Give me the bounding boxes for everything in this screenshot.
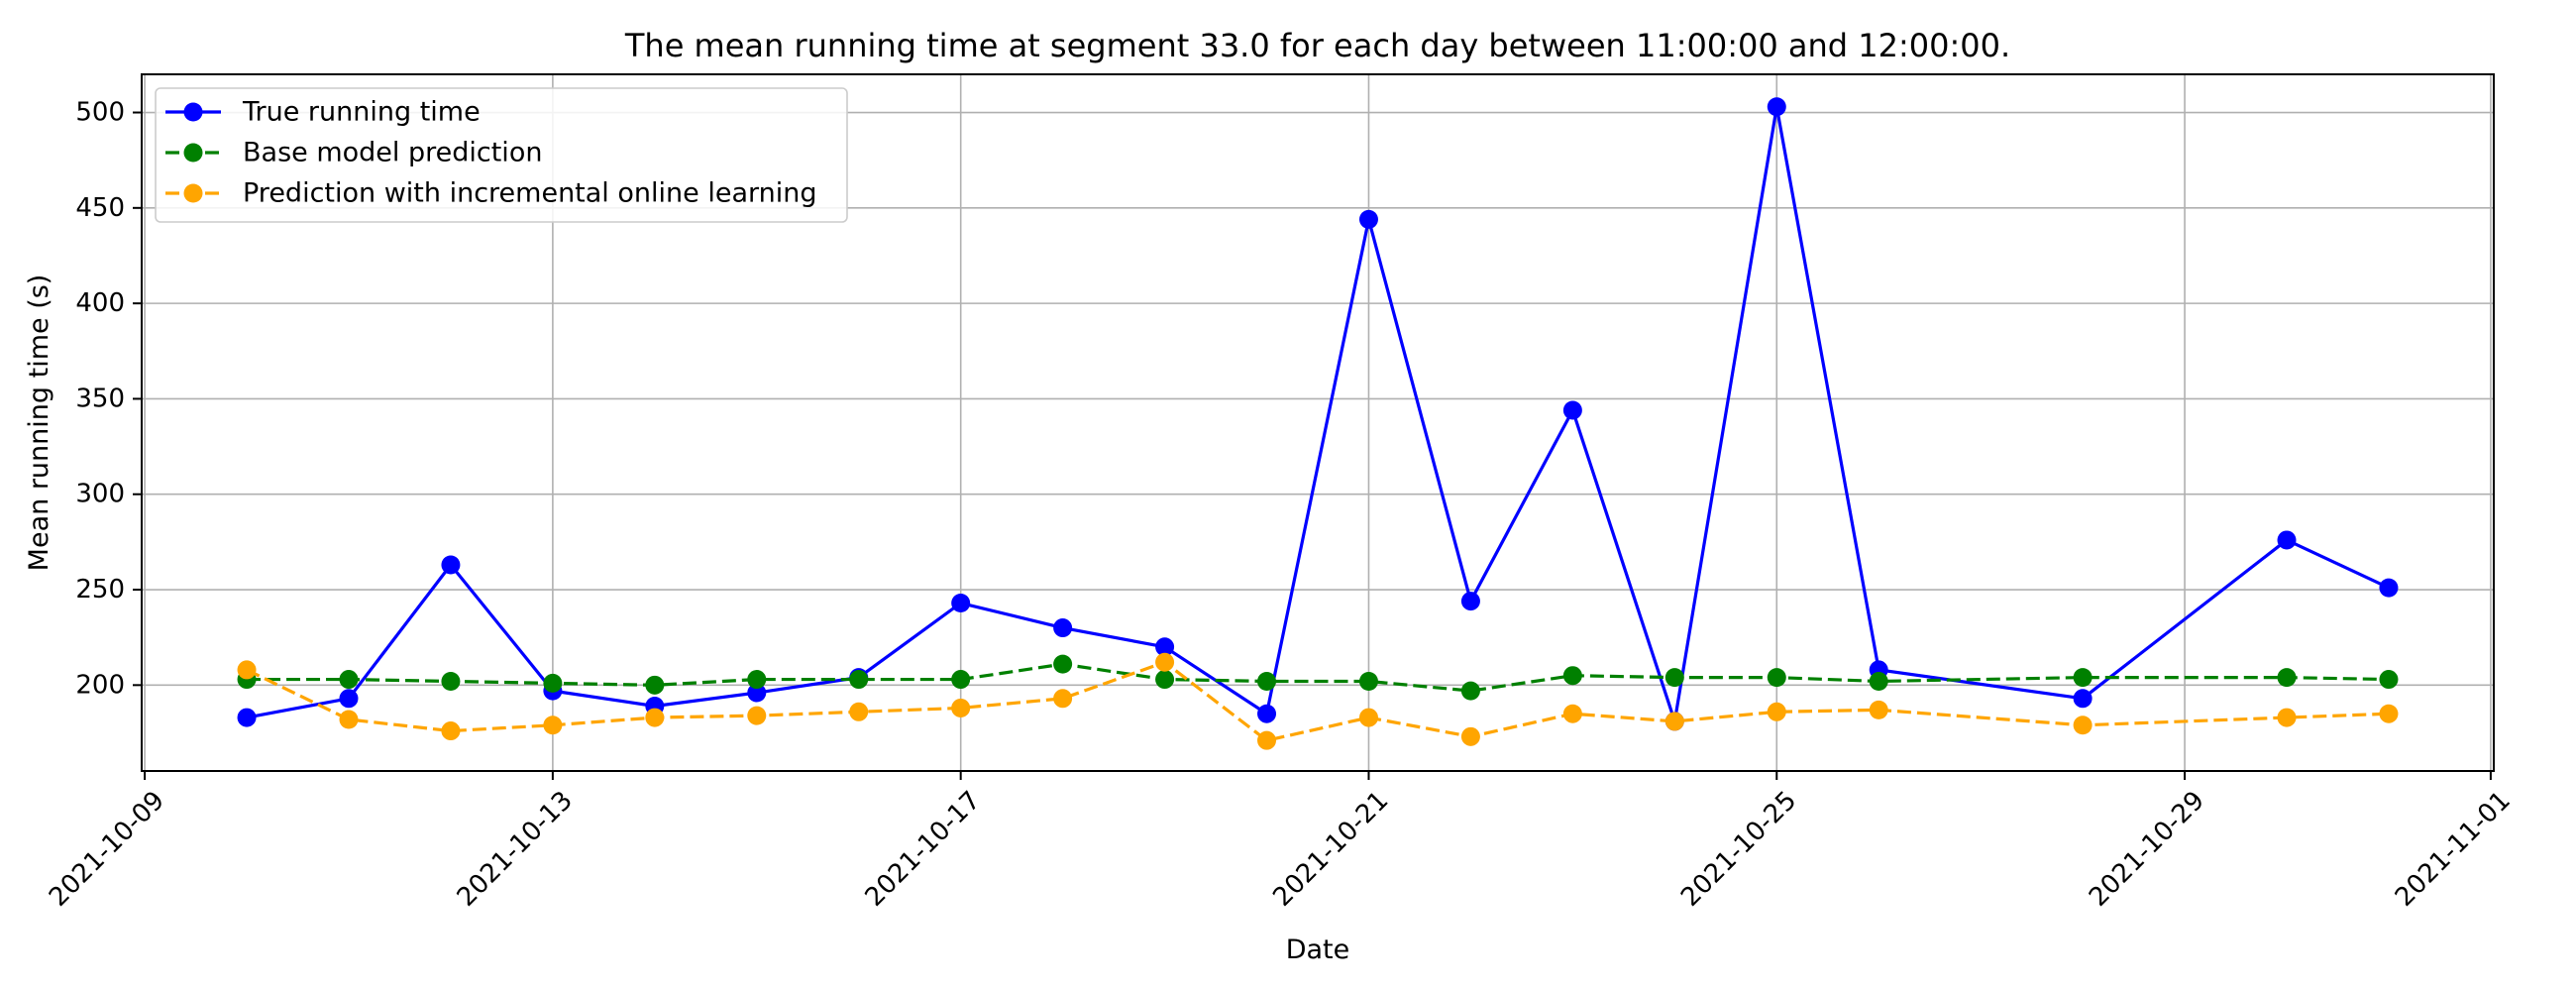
y-tick-label: 250 — [75, 575, 125, 605]
y-tick-label: 300 — [75, 480, 125, 509]
legend-marker — [183, 102, 203, 122]
y-tick-label: 400 — [75, 288, 125, 318]
series-3 — [237, 652, 2399, 750]
data-point — [1155, 670, 1175, 690]
y-axis: 200 250 300 350 400 450 500 — [75, 98, 142, 700]
legend-label: True running time — [242, 97, 481, 128]
data-point — [2277, 668, 2297, 688]
data-point — [2379, 704, 2399, 723]
data-point — [2379, 670, 2399, 690]
data-point — [441, 671, 461, 691]
x-tick-label: 2021-10-21 — [1267, 786, 1394, 913]
x-tick-label: 2021-10-29 — [2084, 786, 2210, 913]
data-point — [1053, 689, 1073, 709]
legend: True running time Base model prediction Pr… — [155, 87, 848, 223]
data-point — [339, 670, 359, 690]
x-tick-label: 2021-10-25 — [1675, 786, 1802, 913]
legend-item: Base model prediction — [165, 138, 542, 168]
data-point — [1257, 730, 1277, 750]
y-tick-label: 200 — [75, 670, 125, 700]
y-tick-label: 500 — [75, 98, 125, 128]
data-point — [849, 670, 869, 690]
x-tick-label: 2021-11-01 — [2390, 786, 2517, 913]
legend-label: Prediction with incremental online learn… — [243, 178, 817, 209]
data-point — [645, 675, 665, 695]
data-point — [1664, 712, 1684, 731]
data-point — [1869, 671, 1888, 691]
data-point — [2073, 668, 2093, 688]
data-point — [2277, 708, 2297, 727]
data-point — [1562, 704, 1582, 723]
data-point — [339, 689, 359, 709]
chart-title: The mean running time at segment 33.0 fo… — [624, 27, 2010, 64]
data-point — [1460, 726, 1480, 746]
data-point — [237, 660, 257, 680]
data-point — [1053, 654, 1073, 674]
series-2 — [237, 654, 2399, 701]
data-point — [951, 698, 971, 717]
data-point — [1257, 671, 1277, 691]
y-axis-title: Mean running time (s) — [24, 275, 54, 572]
data-point — [747, 706, 767, 725]
data-point — [1664, 668, 1684, 688]
data-point — [747, 670, 767, 690]
plot-frame — [141, 73, 2495, 772]
data-point — [1767, 702, 1786, 721]
series-line — [247, 662, 2389, 693]
x-axis: 2021-10-09 2021-10-13 2021-10-17 2021-10-21… — [44, 771, 2517, 913]
data-point — [1767, 97, 1786, 117]
data-point — [1562, 666, 1582, 686]
data-point — [1358, 708, 1378, 727]
data-point — [1562, 400, 1582, 420]
series-line — [246, 660, 2390, 742]
data-point — [441, 721, 461, 741]
legend-marker — [183, 143, 203, 163]
legend-label: Base model prediction — [243, 138, 542, 168]
x-tick-label: 2021-10-17 — [860, 786, 987, 913]
data-point — [747, 683, 767, 703]
x-tick-label: 2021-10-09 — [44, 786, 170, 913]
data-point — [2379, 578, 2399, 598]
data-point — [543, 673, 563, 693]
data-point — [1155, 637, 1175, 657]
x-axis-title: Date — [1286, 935, 1350, 965]
data-point — [237, 708, 257, 727]
data-point — [2073, 689, 2093, 709]
data-point — [1460, 681, 1480, 701]
data-point — [645, 708, 665, 727]
data-point — [1460, 592, 1480, 611]
legend-box — [155, 87, 848, 223]
data-point — [1358, 209, 1378, 229]
data-point — [2277, 530, 2297, 550]
legend-item: Prediction with incremental online learn… — [165, 178, 817, 209]
data-point — [1767, 668, 1786, 688]
data-point — [441, 555, 461, 575]
data-point — [1155, 652, 1175, 672]
legend-item: True running time — [165, 97, 481, 128]
data-point — [1869, 700, 1888, 719]
x-tick-label: 2021-10-13 — [452, 786, 579, 913]
data-point — [543, 716, 563, 735]
data-point — [951, 670, 971, 690]
data-point — [1053, 618, 1073, 638]
data-point — [951, 594, 971, 613]
y-tick-label: 450 — [75, 193, 125, 223]
data-point — [849, 702, 869, 721]
data-point — [2073, 716, 2093, 735]
data-point — [339, 710, 359, 729]
data-point — [1257, 704, 1277, 723]
data-point — [1358, 671, 1378, 691]
y-tick-label: 350 — [75, 384, 125, 413]
series-layer — [237, 97, 2399, 750]
legend-marker — [183, 183, 203, 203]
